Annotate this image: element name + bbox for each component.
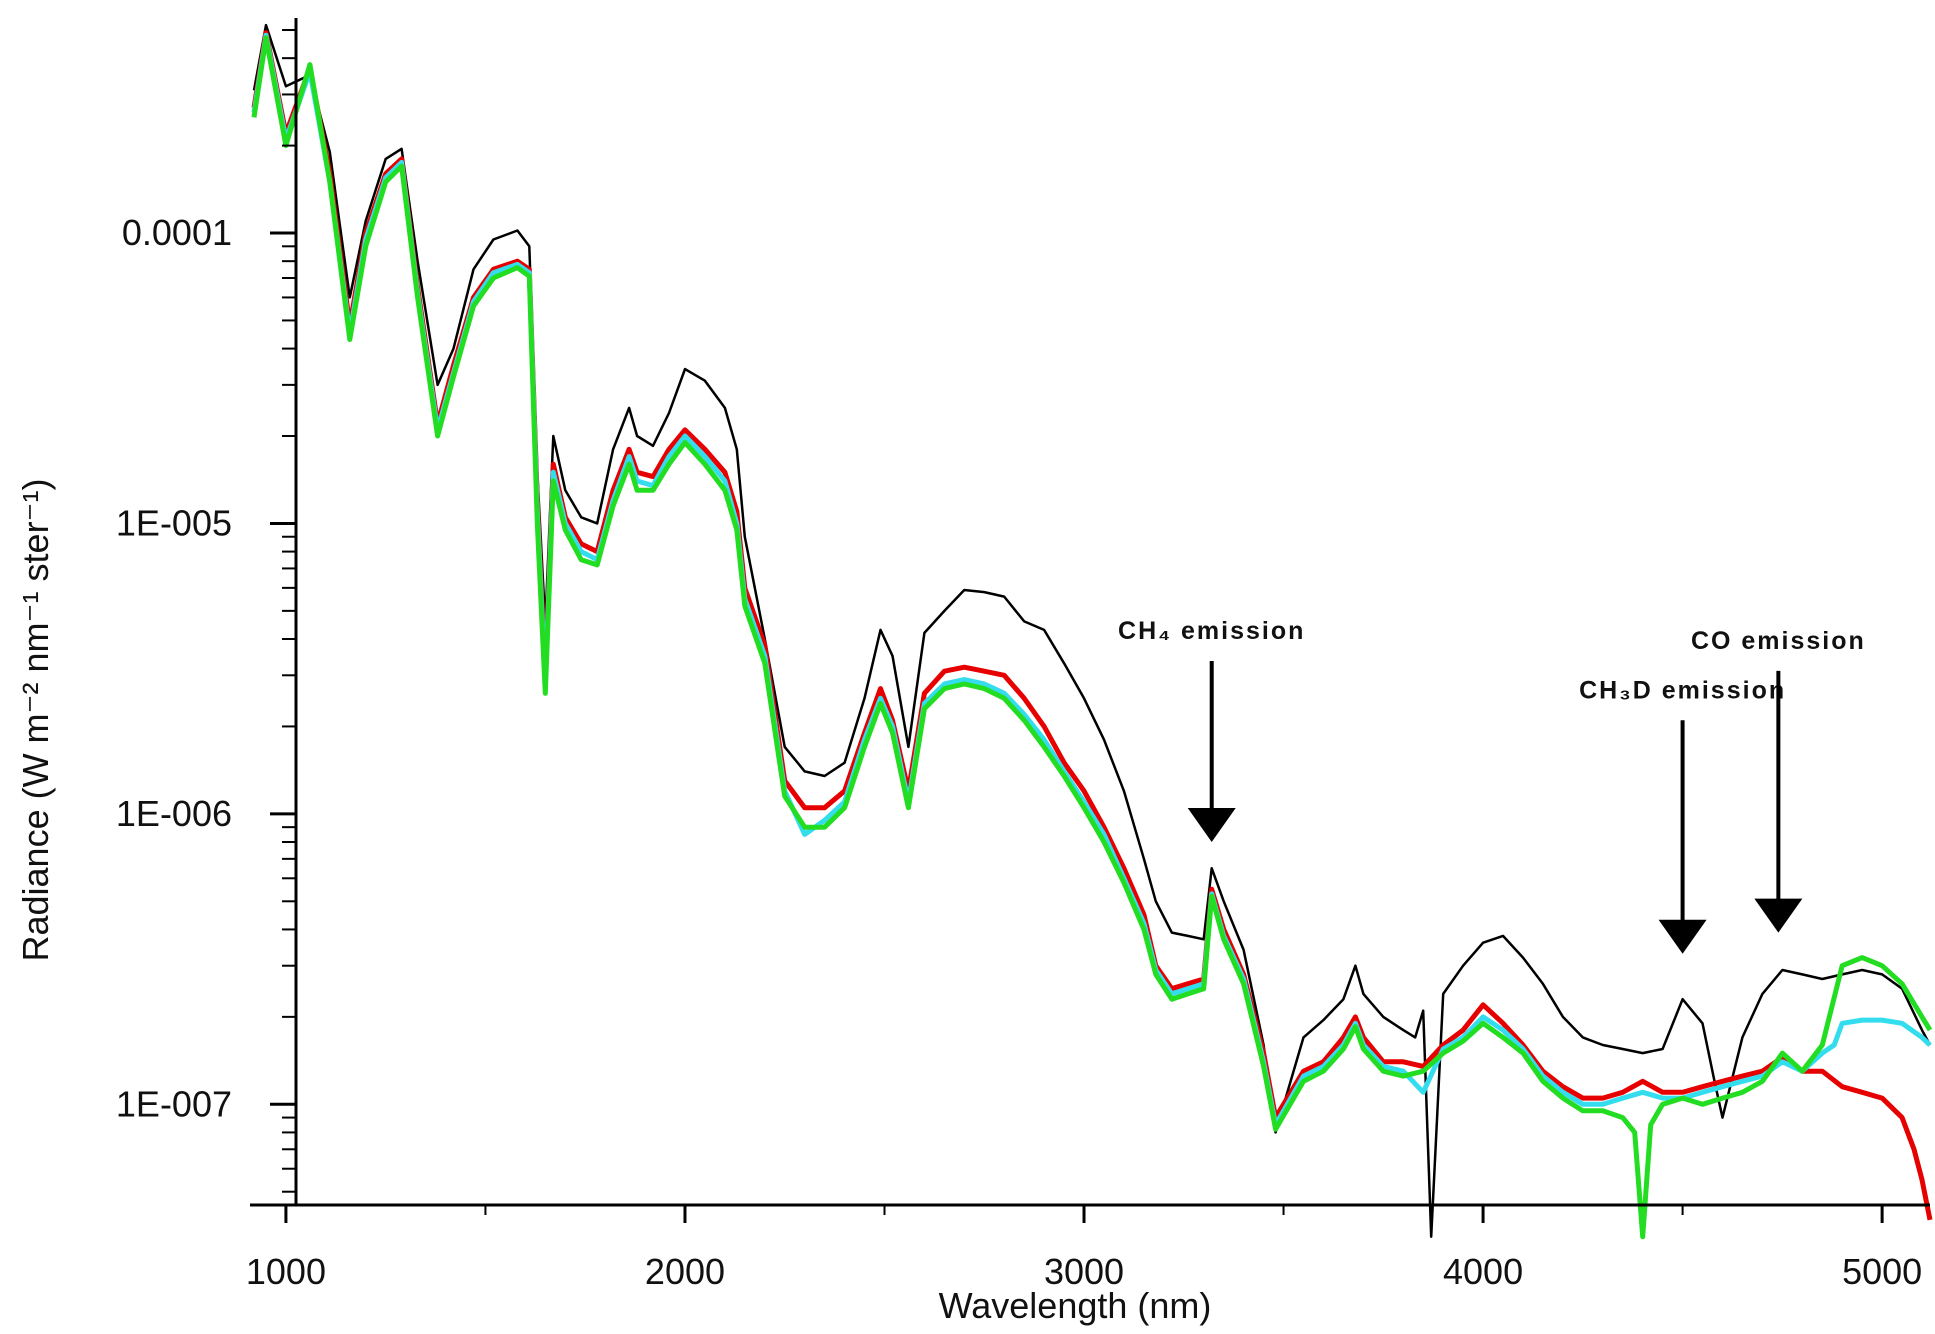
annotation-label: CH₄ emission [1118,617,1305,645]
y-tick-label: 0.0001 [122,212,232,253]
series-line-3 [251,35,1933,1240]
series-layer [251,23,1933,1240]
x-tick-label: 5000 [1842,1251,1922,1292]
x-tick-label: 4000 [1443,1251,1523,1292]
annotation-label: CH₃D emission [1579,676,1786,704]
y-tick-label: 1E-006 [116,793,232,834]
y-tick-label: 1E-007 [116,1083,232,1124]
annotation-layer: CH₄ emission CH₃D emission CO emission [1118,617,1866,954]
y-axis-title: Radiance (W m⁻² nm⁻¹ ster⁻¹) [15,478,56,961]
x-axis-title: Wavelength (nm) [939,1285,1212,1326]
x-tick-label: 2000 [645,1251,725,1292]
ticks-layer: 1000 2000 3000 4000 5000 0.0001 1E-005 1E-006 1E… [116,29,1922,1292]
x-tick-label: 3000 [1044,1251,1124,1292]
annotation-arrow-head [1754,898,1803,933]
annotation-arrow-head [1658,919,1707,954]
x-tick-label: 1000 [246,1251,326,1292]
annotation-arrow-head [1187,808,1236,843]
y-tick-label: 1E-005 [116,502,232,543]
annotation-label: CO emission [1691,627,1866,655]
